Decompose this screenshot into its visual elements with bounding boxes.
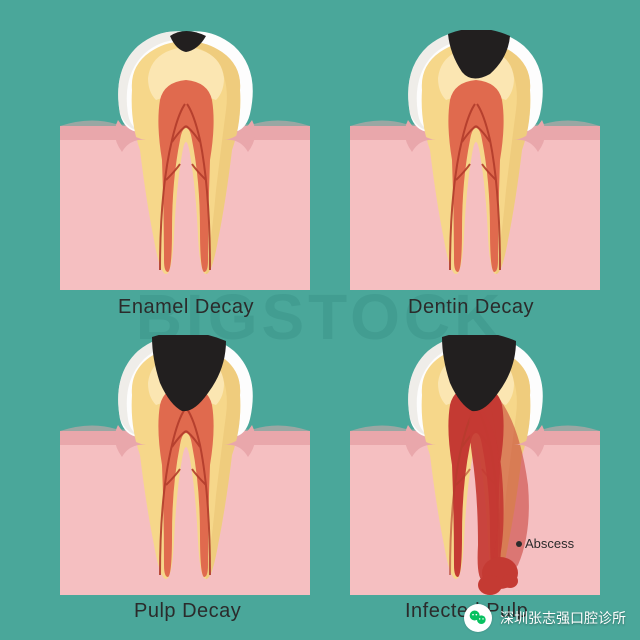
label-pulp-decay: Pulp Decay (134, 600, 241, 623)
panel-infected-pulp (350, 335, 600, 595)
panel-pulp-decay (60, 335, 310, 595)
diagram-canvas: BIGSTOCK (0, 0, 640, 640)
panel-enamel-decay (60, 30, 310, 290)
label-enamel-decay: Enamel Decay (118, 296, 254, 319)
abscess-pointer-dot (516, 541, 522, 547)
label-dentin-decay: Dentin Decay (408, 296, 534, 319)
wechat-icon (464, 604, 492, 632)
footer: 深圳张志强口腔诊所 (464, 604, 626, 632)
footer-text: 深圳张志强口腔诊所 (500, 608, 626, 628)
abscess-label: Abscess (525, 536, 574, 551)
panel-dentin-decay (350, 30, 600, 290)
